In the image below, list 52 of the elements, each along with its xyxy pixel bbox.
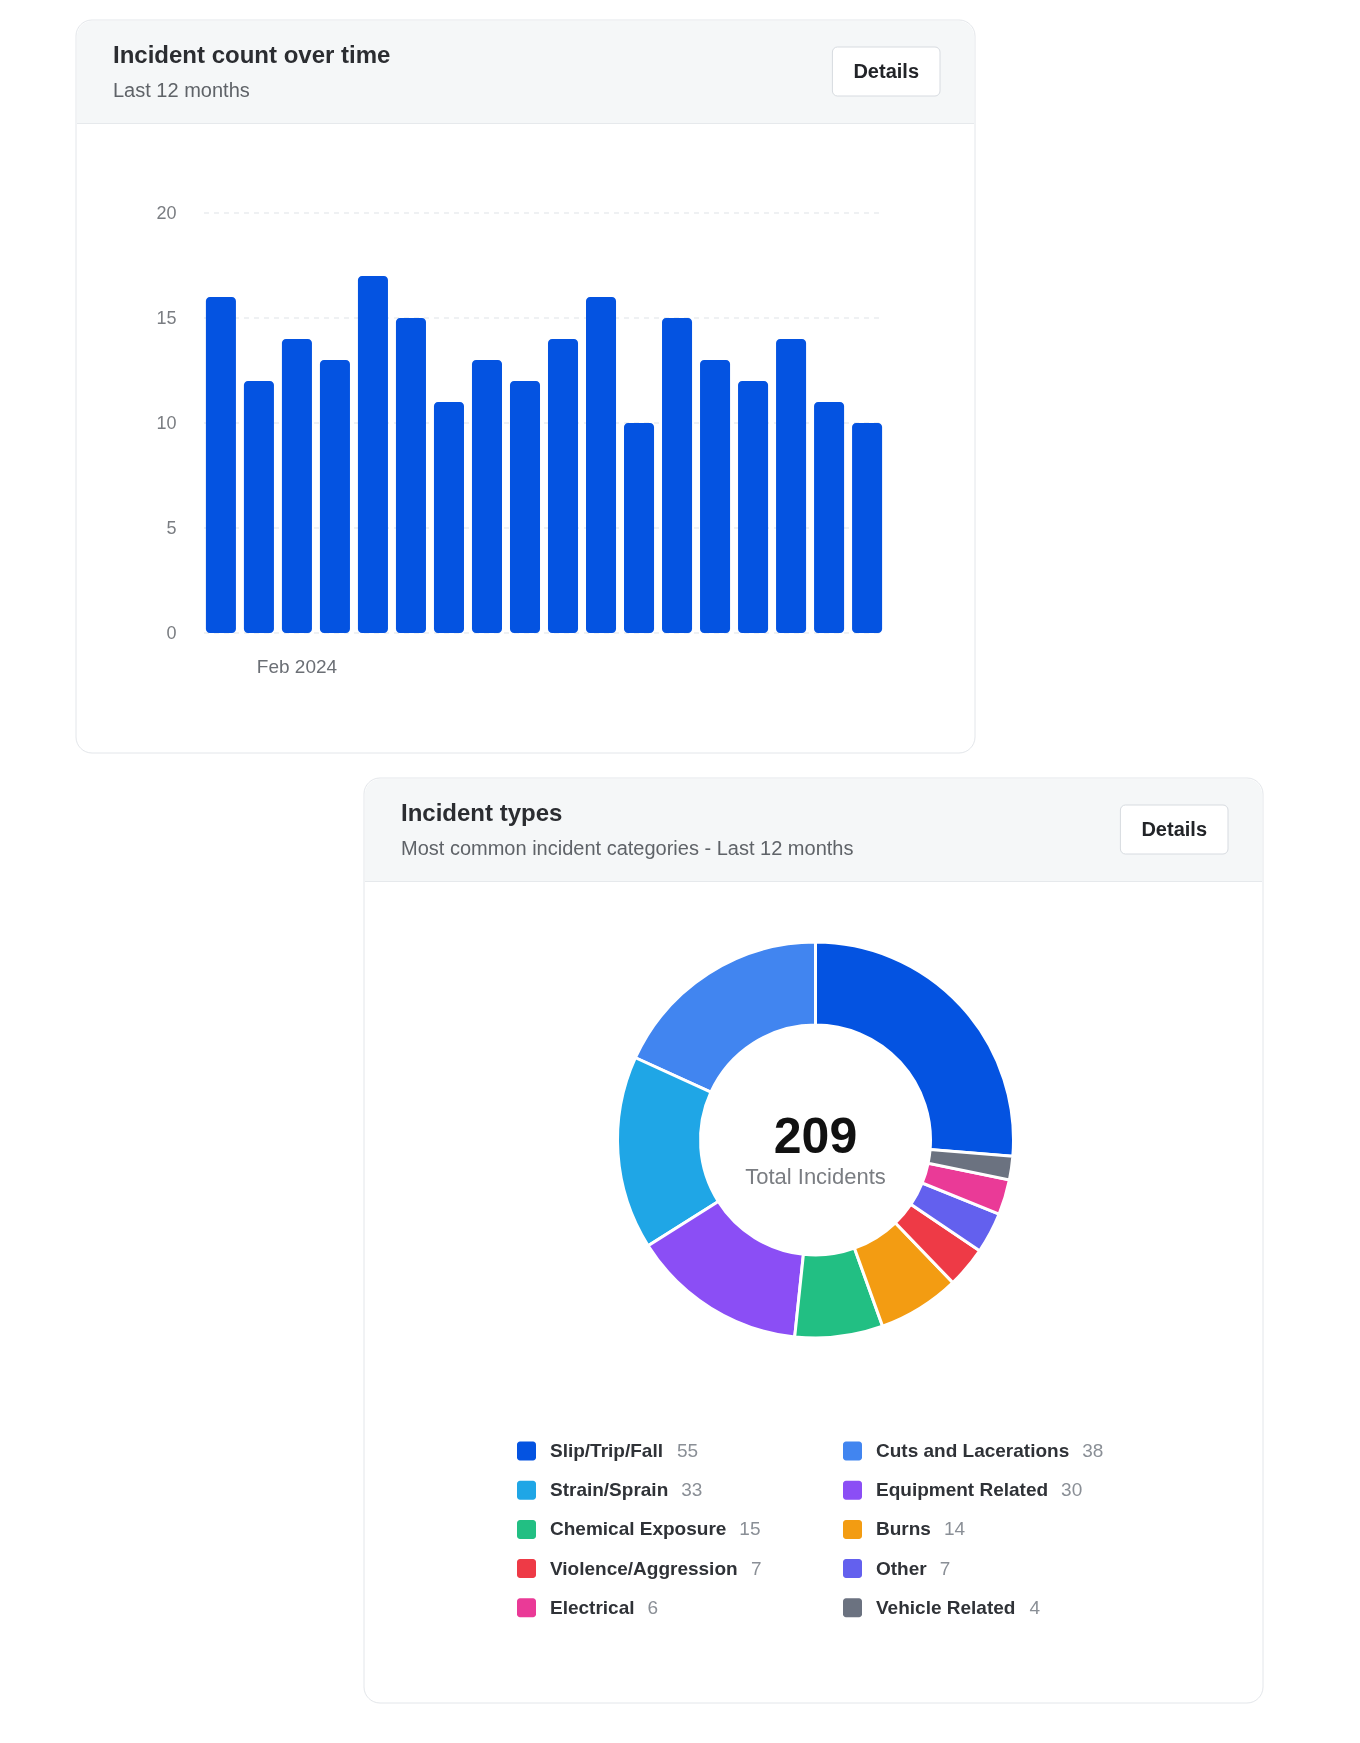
data-label: 7 [750,1557,762,1579]
bar [281,339,312,633]
y-tick-label: 10 [156,412,177,433]
bar [395,318,426,633]
legend-label: Slip/Trip/Fall [550,1440,663,1461]
data-label: 38 [1082,1440,1104,1461]
legend-label: Equipment Related [876,1479,1049,1501]
bar [509,381,541,633]
bar [586,297,617,633]
chart-subtitle: Most common incident categories - Last 12 months [401,837,854,859]
y-tick-label: 5 [166,517,177,538]
legend-label: Cuts and Lacerations [876,1440,1070,1461]
legend-label: Burns [876,1518,931,1540]
legend-label: Other [876,1557,928,1579]
bar [852,423,883,633]
bar [205,297,236,633]
chart-subtitle: Last 12 months [113,79,250,101]
y-tick-label: 15 [156,307,177,328]
text: 209 [773,1108,858,1164]
data-label: 30 [1061,1479,1083,1501]
data-label: 6 [647,1596,659,1618]
bar [357,276,388,633]
chart-title: Incident count over time [113,41,391,68]
y-tick-label: 0 [166,622,177,643]
bar [814,402,845,633]
text: Details [1141,818,1208,840]
data-label: 14 [943,1518,966,1540]
bar [624,423,655,633]
y-tick-label: 20 [156,202,177,223]
bar [547,339,579,633]
chart-title: Incident types [401,799,563,826]
data-label: 15 [739,1518,761,1540]
data-label: 55 [677,1440,699,1461]
legend-label: Strain/Sprain [550,1479,669,1501]
data-label: 7 [939,1557,951,1579]
legend-label: Electrical [550,1596,635,1618]
bar [243,381,274,633]
legend-label: Violence/Aggression [550,1557,738,1579]
bar [738,381,769,633]
data-label: 4 [1029,1596,1041,1618]
text: Total Incidents [745,1164,886,1189]
bar [662,318,693,633]
bar [776,339,807,633]
bar [471,360,502,633]
data-label: 33 [681,1479,703,1501]
legend-label: Vehicle Related [876,1596,1016,1618]
x-tick-label: Feb 2024 [256,655,338,677]
bar [700,360,731,633]
bar [319,360,350,633]
bar [433,402,464,633]
legend-label: Chemical Exposure [550,1518,727,1540]
text: Details [853,60,920,82]
